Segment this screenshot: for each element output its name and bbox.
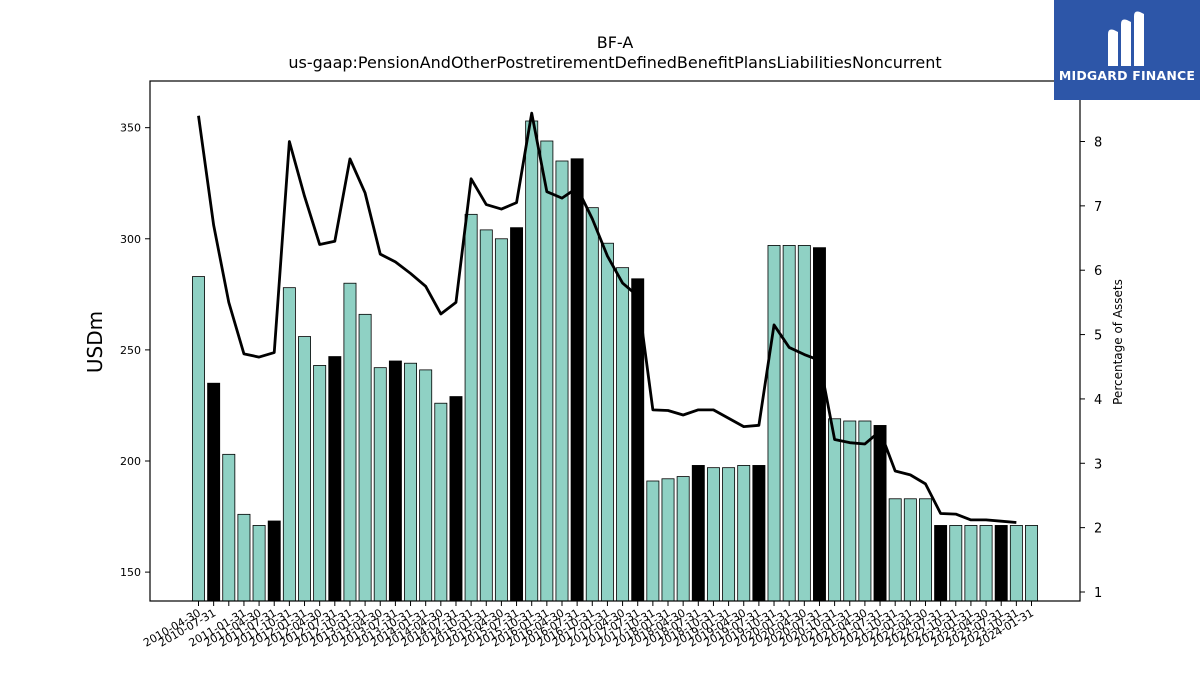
bar <box>464 213 478 602</box>
bar <box>782 245 796 602</box>
bar <box>358 313 372 602</box>
bar <box>282 287 296 602</box>
bar <box>600 242 614 602</box>
bar <box>737 465 751 602</box>
bar <box>752 465 766 602</box>
bar <box>676 476 690 602</box>
bar <box>646 480 660 602</box>
bar <box>797 245 811 602</box>
y-tick-label: 300 <box>120 233 141 246</box>
bar <box>373 367 387 602</box>
chart-title: BF-A <box>597 33 634 52</box>
bar <box>949 525 963 602</box>
y2-tick-label: 1 <box>1094 586 1102 601</box>
bar <box>525 120 539 602</box>
bar <box>540 140 554 602</box>
percentage-line <box>197 111 1017 524</box>
y-axis-label: USDm <box>83 311 107 373</box>
brand-logo: MIDGARD FINANCE <box>1054 0 1200 100</box>
bar <box>555 160 569 602</box>
midgard-logo-icon <box>1108 11 1144 66</box>
bar <box>313 365 327 602</box>
bar <box>813 247 826 602</box>
bar <box>919 498 932 602</box>
bar <box>979 525 993 602</box>
chart-subtitle: us-gaap:PensionAndOtherPostretirementDef… <box>288 53 941 72</box>
bar <box>192 276 205 602</box>
axes-layer: 150200250300350123456782010-04-302010-07… <box>120 80 1102 650</box>
bar <box>494 238 508 602</box>
y2-tick-label: 5 <box>1094 329 1102 344</box>
y2-tick-label: 3 <box>1094 457 1102 472</box>
bar <box>616 267 630 602</box>
y2-tick-label: 8 <box>1094 135 1102 150</box>
bar <box>449 396 463 602</box>
y-tick-label: 250 <box>120 344 141 357</box>
bar <box>691 465 705 602</box>
bar <box>237 513 251 602</box>
bar <box>585 207 599 602</box>
bar <box>888 498 902 602</box>
y2-tick-label: 7 <box>1094 200 1102 215</box>
y-tick-label: 200 <box>120 455 141 468</box>
bar <box>419 369 433 602</box>
bar <box>1009 525 1023 602</box>
bar <box>661 478 675 602</box>
bar <box>903 498 917 602</box>
bar <box>434 402 448 602</box>
bar <box>207 382 221 602</box>
bar <box>388 360 402 602</box>
y2-tick-label: 4 <box>1094 393 1102 408</box>
plot-frame <box>149 80 1081 602</box>
bar <box>252 525 266 602</box>
bar <box>858 420 872 602</box>
y2-tick-label: 2 <box>1094 522 1102 537</box>
bar <box>722 467 736 602</box>
bar <box>298 336 311 602</box>
bar <box>510 227 524 602</box>
y2-tick-label: 6 <box>1094 264 1102 279</box>
bar <box>328 356 342 602</box>
bar <box>267 520 281 602</box>
bar <box>964 525 978 602</box>
bar <box>479 229 493 602</box>
bar <box>994 525 1008 602</box>
bar <box>828 418 842 602</box>
bars-layer <box>192 120 1038 602</box>
bar <box>873 425 887 602</box>
brand-name: MIDGARD FINANCE <box>1058 68 1196 83</box>
bar <box>1025 525 1038 602</box>
bar <box>706 467 720 602</box>
bar <box>843 420 857 602</box>
y-tick-label: 350 <box>120 122 141 135</box>
bar <box>404 362 418 602</box>
y2-axis-label: Percentage of Assets <box>1111 279 1125 405</box>
bar <box>934 525 948 602</box>
bar <box>570 158 584 602</box>
bar <box>343 282 357 602</box>
y-tick-label: 150 <box>120 566 141 579</box>
bar <box>222 453 236 602</box>
line-layer <box>197 111 1017 524</box>
bar <box>767 245 781 602</box>
